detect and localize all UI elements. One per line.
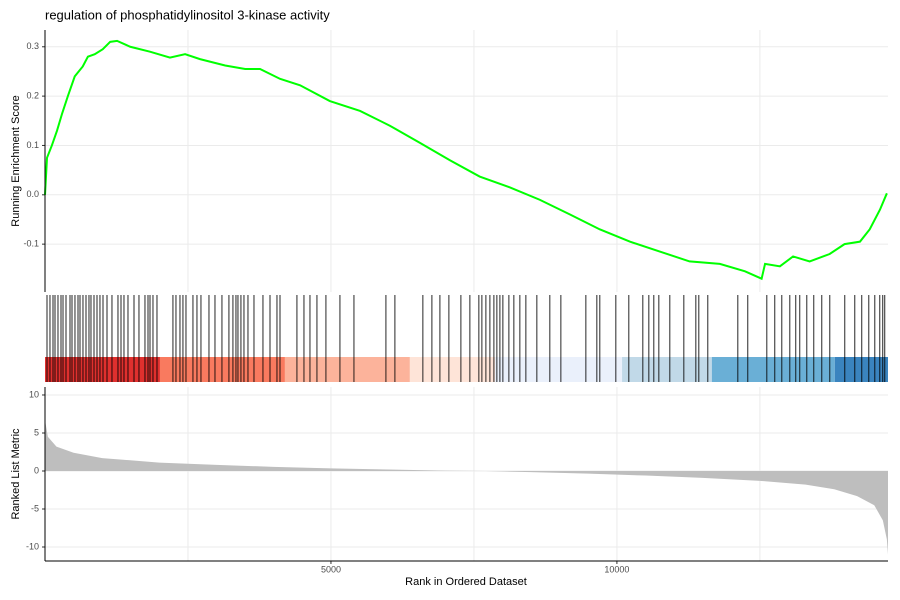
color-band — [284, 357, 410, 382]
color-band — [409, 357, 496, 382]
metric-area — [45, 420, 888, 555]
y-tick-label: 0.0 — [26, 189, 39, 199]
y-tick-label: 0.3 — [26, 41, 39, 51]
color-band — [622, 357, 712, 382]
x-axis-title: Rank in Ordered Dataset — [405, 576, 527, 588]
x-tick-label: 10000 — [604, 564, 629, 574]
color-band — [711, 357, 835, 382]
y-tick-label: -5 — [31, 503, 39, 513]
y-tick-label: 5 — [34, 427, 39, 437]
y-tick-label: 0 — [34, 465, 39, 475]
enrichment-line — [44, 39, 888, 281]
color-band — [45, 357, 160, 382]
color-band — [495, 357, 623, 382]
x-tick-label: 5000 — [321, 564, 341, 574]
y-tick-label: -0.1 — [23, 239, 39, 249]
y-tick-label: 0.2 — [26, 90, 39, 100]
y-tick-label: 10 — [29, 389, 39, 399]
chart-title: regulation of phosphatidylinositol 3-kin… — [45, 7, 330, 22]
y-axis-title: Ranked List Metric — [10, 428, 22, 520]
y-tick-label: 0.1 — [26, 140, 39, 150]
y-tick-label: -10 — [26, 541, 39, 551]
y-axis-title: Running Enrichment Score — [10, 95, 22, 226]
